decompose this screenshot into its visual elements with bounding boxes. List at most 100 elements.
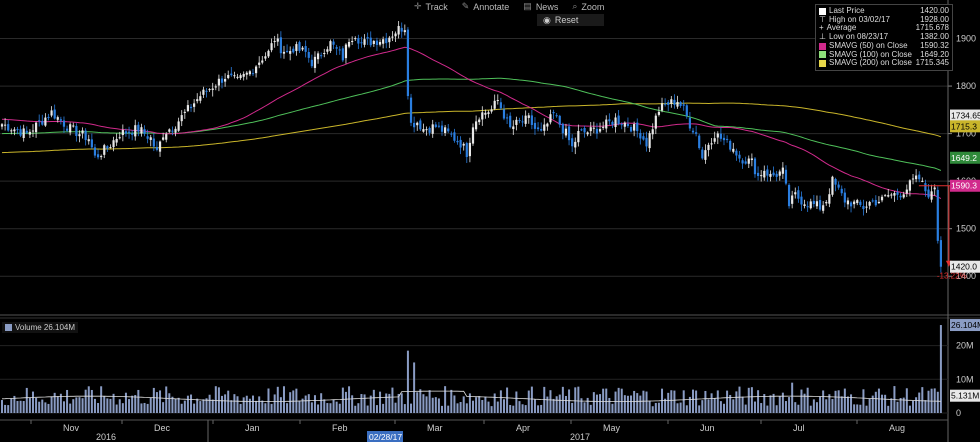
candle-body [818, 199, 822, 210]
candle [549, 109, 552, 125]
candle [893, 191, 896, 202]
candle-body [530, 115, 533, 125]
candle [416, 121, 419, 131]
candle-body [202, 89, 205, 95]
volume-bar [344, 391, 347, 413]
candle [787, 183, 791, 209]
volume-bar [159, 390, 162, 413]
candle [555, 112, 558, 118]
candle-body [344, 44, 348, 59]
candle [769, 170, 772, 182]
candle [366, 32, 369, 45]
candle-body [725, 138, 729, 140]
candle [59, 116, 62, 125]
volume-bar [732, 399, 735, 413]
legend-label: Average [826, 23, 857, 33]
volume-bar [50, 396, 53, 413]
candle [639, 129, 642, 145]
candle [936, 186, 939, 244]
candle-body [205, 90, 208, 92]
candle [719, 127, 722, 142]
volume-bar [487, 401, 490, 413]
candle-body [459, 139, 462, 148]
candle [645, 131, 648, 152]
candle [118, 131, 121, 140]
zoom-button[interactable]: ⌕ Zoom [572, 1, 604, 12]
candle [323, 48, 326, 58]
volume-bar [35, 397, 38, 413]
volume-bar [558, 394, 561, 413]
candle [552, 109, 555, 120]
volume-bar [298, 400, 301, 413]
candle-body [335, 47, 338, 49]
candle [13, 127, 16, 136]
candle-body [865, 206, 868, 208]
volume-tick-label: 20M [956, 341, 974, 351]
annotate-button[interactable]: ✎ Annotate [462, 1, 510, 12]
candle [134, 119, 137, 141]
candle-body [809, 201, 812, 209]
candle-body [13, 129, 16, 132]
volume-bar [862, 389, 865, 413]
candle-body [763, 170, 766, 178]
candle [915, 169, 918, 183]
candle [750, 153, 753, 167]
candle [251, 68, 255, 77]
candle-body [657, 111, 661, 115]
candle [459, 136, 462, 155]
candle-body [100, 156, 103, 158]
volume-bar [636, 393, 639, 413]
candle [533, 117, 537, 135]
candle [843, 188, 846, 208]
candle-body [211, 88, 214, 90]
candle-body [53, 109, 56, 119]
volume-bar [546, 396, 549, 413]
candle-body [617, 115, 620, 124]
candle [890, 192, 893, 199]
volume-bar [899, 398, 902, 413]
candle-body [744, 161, 747, 164]
volume-bar [884, 394, 887, 413]
candle-body [199, 96, 202, 101]
price-tag-last-text: 1420.0 [951, 262, 977, 272]
candle-body [171, 130, 174, 132]
candle [887, 188, 890, 198]
legend-value: 1715.345 [915, 58, 949, 68]
candle [93, 144, 97, 158]
volume-bar [608, 397, 611, 413]
candle-body [713, 138, 716, 142]
volume-bar [53, 392, 56, 413]
volume-bar [806, 387, 809, 413]
candle [335, 44, 338, 56]
volume-bar [100, 386, 103, 413]
candle [614, 113, 617, 133]
volume-bar [871, 395, 874, 413]
candle-body [208, 89, 211, 91]
candle-body [905, 189, 908, 194]
candle [626, 117, 630, 128]
candle [465, 141, 468, 163]
x-tick-label: Dec [154, 423, 171, 433]
volume-bar [400, 393, 403, 413]
candle-body [614, 117, 617, 128]
volume-bar [28, 397, 31, 413]
candle-body [248, 71, 251, 75]
candle [394, 31, 397, 43]
candle-body [7, 124, 10, 131]
reset-button[interactable]: ◉ Reset [537, 14, 605, 26]
volume-bar [936, 391, 939, 413]
candle [146, 129, 149, 144]
news-button[interactable]: ▤ News [523, 1, 558, 12]
candle [162, 132, 165, 141]
volume-bar [905, 388, 908, 413]
candle [378, 39, 382, 47]
volume-bar [211, 399, 214, 413]
candle [22, 124, 25, 142]
candle-body [509, 115, 512, 128]
date-tag: 02/28/17 [367, 431, 403, 442]
volume-bar [109, 398, 112, 413]
track-button[interactable]: ✛ Track [414, 1, 448, 12]
candle [691, 127, 695, 135]
volume-bar [372, 389, 375, 413]
candle [561, 122, 564, 140]
